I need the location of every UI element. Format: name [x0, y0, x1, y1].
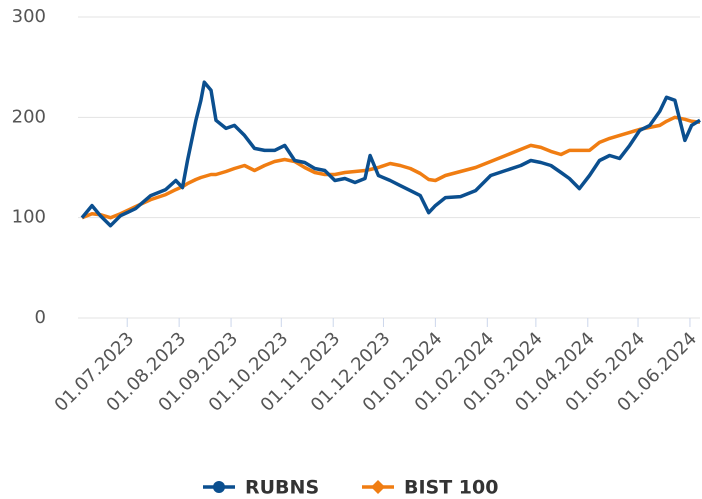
- y-tick-label: 200: [12, 106, 46, 127]
- y-tick-label: 0: [35, 307, 46, 328]
- legend-item: RUBNS: [203, 477, 319, 499]
- legend-label: BIST 100: [404, 477, 498, 499]
- series-line: [80, 80, 701, 228]
- legend-label: RUBNS: [245, 477, 319, 499]
- legend-marker: [213, 481, 225, 493]
- legend-marker: [371, 480, 385, 494]
- series-line: [81, 115, 701, 220]
- legend-item: BIST 100: [362, 477, 498, 499]
- y-tick-label: 300: [12, 6, 46, 27]
- y-tick-label: 100: [12, 207, 46, 228]
